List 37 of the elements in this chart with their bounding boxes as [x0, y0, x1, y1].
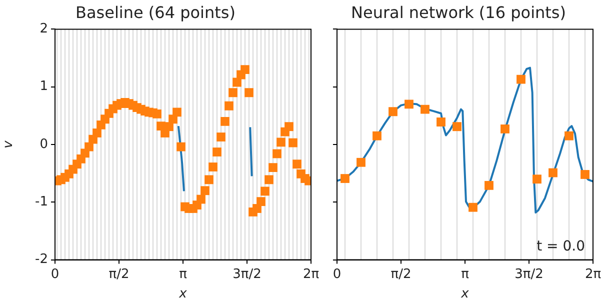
point — [388, 107, 398, 116]
chart-title: Neural network (16 points) — [351, 2, 566, 22]
point — [404, 100, 414, 109]
point — [516, 74, 526, 84]
y-tick-label: 1 — [40, 79, 48, 94]
point — [340, 174, 350, 183]
x-tick-label: 3π/2 — [514, 266, 544, 282]
x-tick-label: π/2 — [108, 266, 130, 282]
x-axis-title: x — [460, 286, 470, 302]
y-tick-label: -2 — [35, 252, 48, 268]
point — [420, 104, 430, 114]
point — [356, 158, 366, 167]
x-tick-label: 0 — [50, 266, 60, 282]
y-axis-title: v — [1, 140, 16, 148]
point — [580, 170, 590, 179]
x-tick-label: π — [179, 266, 188, 282]
point — [548, 168, 558, 178]
x-tick-label: 2π — [584, 266, 602, 282]
point — [452, 122, 462, 132]
point — [468, 202, 478, 212]
point — [564, 131, 574, 140]
point — [372, 131, 382, 140]
y-tick-label: 0 — [40, 136, 48, 152]
annotation: t = 0.0 — [536, 238, 585, 254]
x-axis-title: x — [178, 286, 188, 302]
y-tick-label: -1 — [35, 194, 48, 210]
point — [532, 174, 542, 184]
point — [436, 118, 446, 126]
point — [500, 124, 510, 134]
x-tick-label: π — [461, 266, 470, 282]
y-tick-label: 2 — [40, 22, 48, 37]
x-tick-label: π/2 — [390, 266, 412, 282]
x-tick-label: 3π/2 — [232, 266, 262, 282]
chart-title: Baseline (64 points) — [76, 2, 236, 22]
x-tick-label: 0 — [332, 266, 342, 282]
point — [484, 180, 494, 190]
x-tick-label: 2π — [302, 266, 320, 282]
